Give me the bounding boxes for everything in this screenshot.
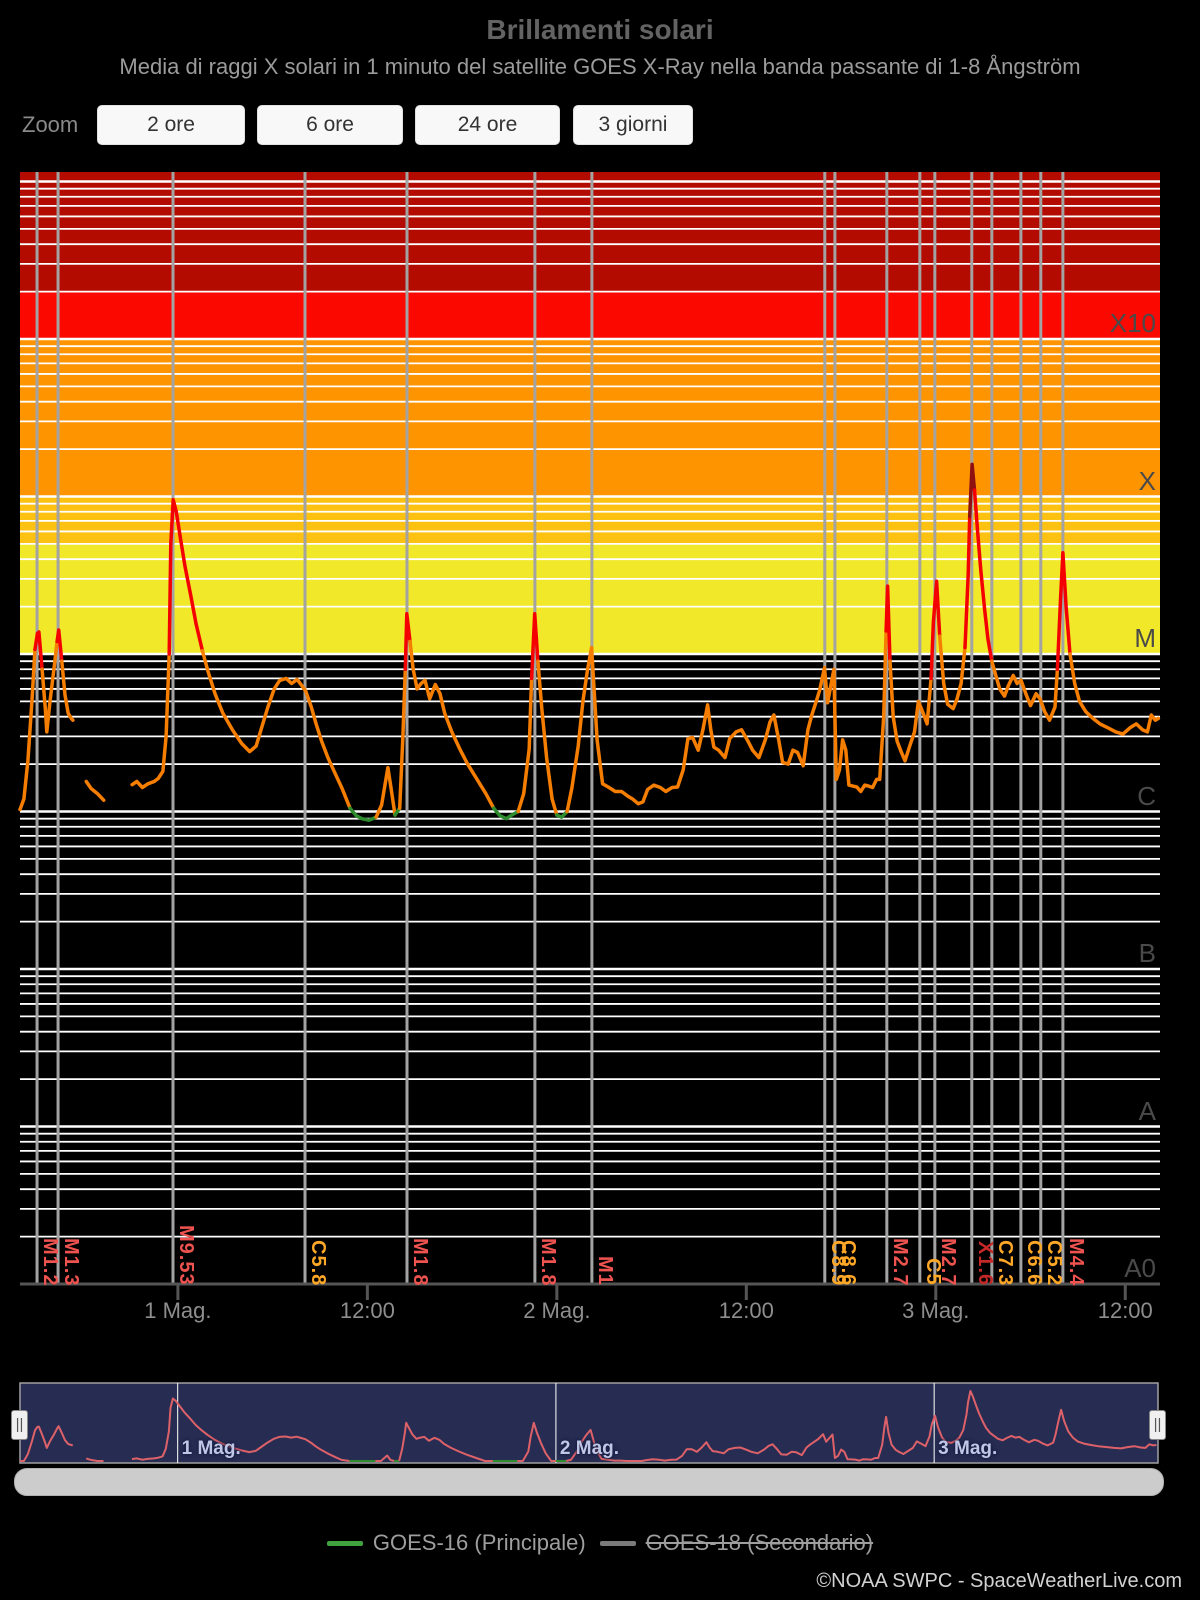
goes16-flux-line <box>167 498 205 656</box>
flare-label-X1.6: X1.6 <box>973 1240 996 1286</box>
goes16-flux-line <box>130 652 171 790</box>
goes16-flux-line <box>374 765 397 819</box>
flare-label-C8.6: C8.6 <box>836 1239 859 1286</box>
class-band <box>20 339 1160 497</box>
x-tick-label: 12:00 <box>1097 1298 1153 1323</box>
legend-label: GOES-18 (Secondario) <box>645 1530 874 1555</box>
y-class-label-X10: X10 <box>1109 308 1156 338</box>
legend-item-GOES-16[interactable]: GOES-16 (Principale) <box>326 1530 586 1556</box>
x-tick-label: 12:00 <box>339 1298 395 1323</box>
goes16-flux-line <box>408 639 496 810</box>
goes16-flux-line <box>536 659 559 817</box>
goes16-flux-line <box>529 612 540 681</box>
flare-label-M1.8: M1.8 <box>409 1237 431 1286</box>
x-tick-label: 1 Mag. <box>144 1298 212 1323</box>
legend-dash-icon <box>599 1540 636 1546</box>
goes16-flux-line <box>1068 652 1161 736</box>
flare-label-M1.2: M1.2 <box>39 1237 62 1286</box>
flare-label-M9.53: M9.53 <box>175 1225 197 1286</box>
goes16-flux-line <box>348 806 378 822</box>
y-class-label-B: B <box>1138 938 1156 968</box>
goes16-flux-line <box>888 659 933 763</box>
goes16-flux-line <box>516 676 534 814</box>
x-tick-label: 2 Mag. <box>523 1298 591 1323</box>
flare-label-M2.7: M2.7 <box>936 1237 959 1286</box>
y-class-label-X: X <box>1138 465 1156 496</box>
flare-label-M1.3: M1.3 <box>60 1237 83 1286</box>
page-subtitle: Media di raggi X solari in 1 minuto del … <box>119 54 1081 79</box>
x-tick-label: 3 Mag. <box>902 1298 970 1323</box>
flare-label-C6.6: C6.6 <box>1022 1239 1045 1286</box>
goes16-flux-line <box>84 779 106 802</box>
goes16-flux-line <box>963 514 972 650</box>
flare-label-M4.4: M4.4 <box>1064 1237 1087 1286</box>
flare-label-M2.7: M2.7 <box>888 1237 911 1286</box>
flare-label-C5.2: C5.2 <box>1042 1239 1065 1286</box>
navigator-right-handle[interactable]: || <box>1149 1410 1166 1440</box>
y-class-label-A: A <box>1138 1095 1156 1126</box>
zoom-button-3-giorni[interactable]: 3 giorni <box>573 105 693 145</box>
goes16-flux-line <box>18 647 37 812</box>
navigator-flux-line <box>85 1457 104 1462</box>
y-class-label-M: M <box>1134 623 1156 653</box>
zoom-range-label: Zoom <box>22 112 79 137</box>
goes16-flux-line <box>200 648 352 810</box>
goes16-flux-line <box>55 628 64 663</box>
flare-label-C5: C5 <box>921 1258 944 1286</box>
legend: GOES-16 (Principale) GOES-18 (Secondario) <box>0 1530 1200 1556</box>
navigator-flux-line <box>375 1454 395 1462</box>
goes16-flux-line <box>1055 550 1072 672</box>
legend-dash-icon <box>326 1540 363 1546</box>
goes16-flux-line <box>397 667 408 810</box>
navigator-flux-line <box>131 1397 350 1462</box>
goes16-flux-line <box>40 639 59 734</box>
navigator-day-label: 1 Mag. <box>181 1438 241 1459</box>
goes16-flux-line <box>990 659 1060 722</box>
flare-label-M1.8: M1.8 <box>536 1237 559 1286</box>
y-class-label-A0: A0 <box>1124 1253 1156 1283</box>
goes16-flux-line <box>929 579 942 681</box>
flare-label-C8.9: C8.9 <box>826 1239 849 1286</box>
goes16-flux-line <box>33 630 44 672</box>
flare-label-M1: M1 <box>593 1256 616 1286</box>
flare-label-C7.3: C7.3 <box>993 1239 1016 1286</box>
goes16-flux-line <box>555 809 569 819</box>
navigator-flux-line <box>517 1421 556 1462</box>
flare-label-C5.8: C5.8 <box>307 1239 329 1286</box>
navigator-left-handle[interactable]: || <box>11 1410 28 1440</box>
goes16-flux-line <box>403 612 412 672</box>
goes16-flux-line <box>565 629 888 814</box>
goes16-flux-line <box>937 634 967 711</box>
goes16-flux-line <box>60 659 75 722</box>
goes16-flux-line <box>491 806 520 821</box>
chart-scrollbar[interactable] <box>14 1468 1164 1496</box>
zoom-button-24-ore[interactable]: 24 ore <box>415 105 560 145</box>
y-class-label-C: C <box>1137 780 1156 811</box>
legend-label: GOES-16 (Principale) <box>372 1530 586 1555</box>
legend-item-GOES-18[interactable]: GOES-18 (Secondario) <box>599 1530 874 1556</box>
goes16-flux-line <box>967 462 977 518</box>
copyright: ©NOAA SWPC - SpaceWeatherLive.com <box>816 1570 1182 1592</box>
class-band <box>20 291 1160 339</box>
x-tick-label: 12:00 <box>718 1298 774 1323</box>
page-title: Brillamenti solari <box>486 14 714 45</box>
navigator-day-label: 3 Mag. <box>938 1438 998 1459</box>
zoom-button-6-ore[interactable]: 6 ore <box>257 105 403 145</box>
zoom-button-2-ore[interactable]: 2 ore <box>97 105 245 145</box>
navigator-day-label: 2 Mag. <box>559 1438 620 1459</box>
navigator-flux-line <box>565 1390 1157 1462</box>
navigator-flux-line <box>398 1421 493 1462</box>
navigator-flux-line <box>20 1425 74 1462</box>
class-band <box>20 172 1160 292</box>
goes16-flux-line <box>972 488 994 663</box>
goes16-flux-line <box>884 584 892 663</box>
